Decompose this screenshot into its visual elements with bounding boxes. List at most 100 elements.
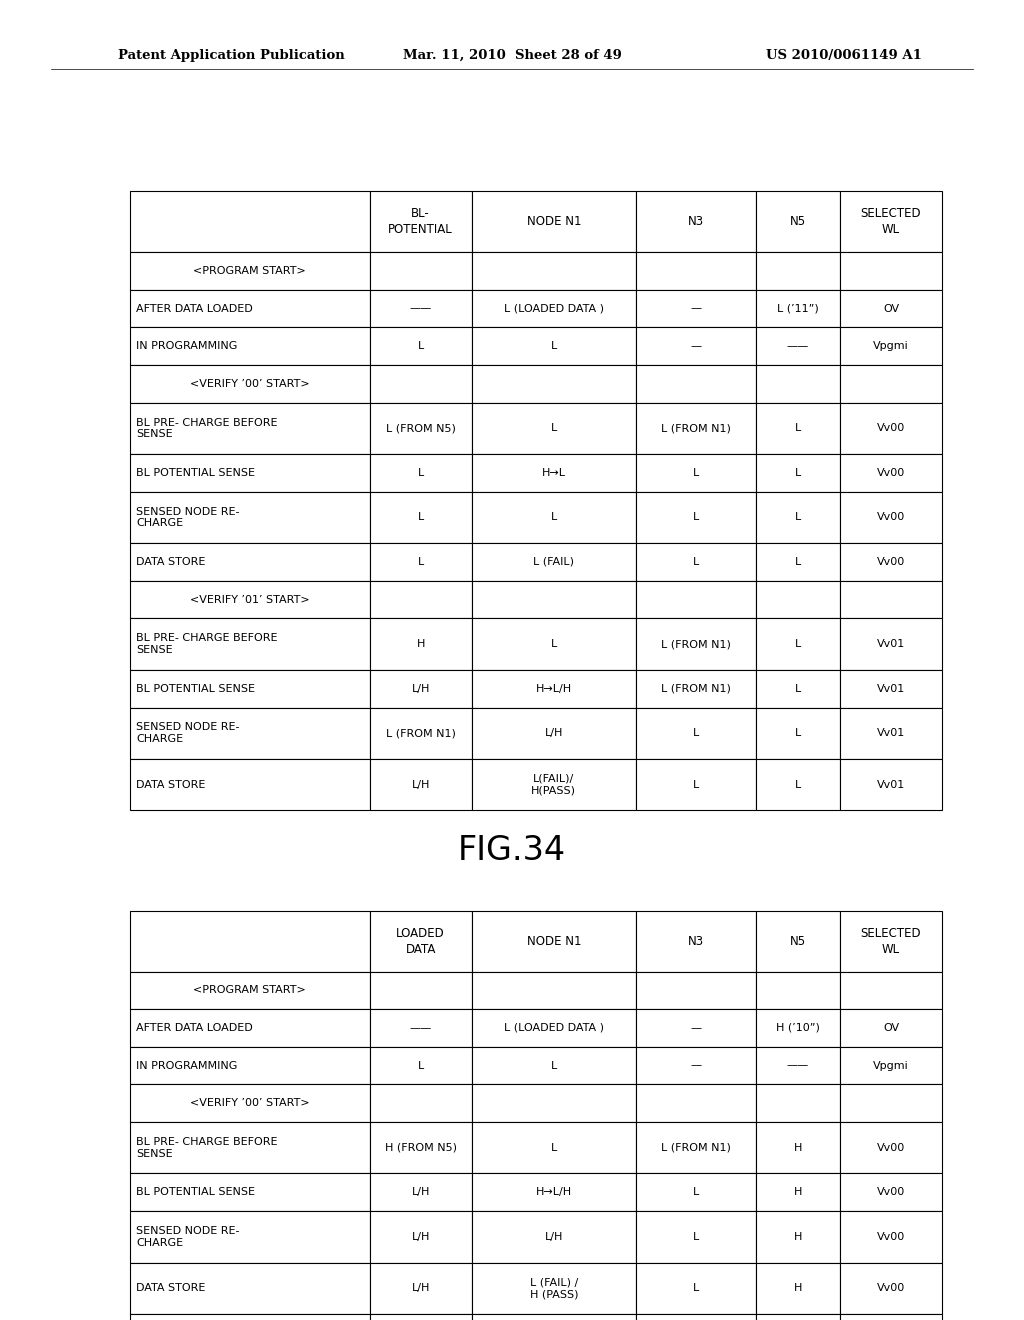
Text: L(FAIL)/
H(PASS): L(FAIL)/ H(PASS) bbox=[531, 774, 577, 796]
Bar bbox=[636, 491, 756, 544]
Bar bbox=[370, 1173, 472, 1210]
Bar bbox=[840, 972, 942, 1008]
Bar bbox=[472, 252, 636, 290]
Text: Vv00: Vv00 bbox=[877, 1232, 905, 1242]
Text: L/H: L/H bbox=[545, 729, 563, 738]
Bar bbox=[756, 364, 840, 403]
Text: Vv00: Vv00 bbox=[877, 1283, 905, 1294]
Text: L: L bbox=[551, 1060, 557, 1071]
Text: DATA STORE: DATA STORE bbox=[136, 1283, 206, 1294]
Bar bbox=[370, 1313, 472, 1320]
Text: L (’11”): L (’11”) bbox=[777, 304, 819, 314]
Text: L (FAIL) /
H (PASS): L (FAIL) / H (PASS) bbox=[529, 1278, 579, 1299]
Text: BL PRE- CHARGE BEFORE
SENSE: BL PRE- CHARGE BEFORE SENSE bbox=[136, 417, 278, 440]
Bar bbox=[636, 1008, 756, 1047]
Bar bbox=[370, 544, 472, 581]
Text: H: H bbox=[417, 639, 425, 649]
Bar bbox=[370, 708, 472, 759]
Text: L: L bbox=[418, 467, 424, 478]
Bar bbox=[756, 708, 840, 759]
Bar bbox=[756, 911, 840, 972]
Text: <VERIFY ’00’ START>: <VERIFY ’00’ START> bbox=[190, 379, 309, 389]
Text: L: L bbox=[551, 1143, 557, 1152]
Bar bbox=[756, 491, 840, 544]
Bar bbox=[636, 364, 756, 403]
Bar bbox=[840, 252, 942, 290]
Text: L: L bbox=[418, 1060, 424, 1071]
Bar bbox=[472, 1047, 636, 1084]
Text: H→L: H→L bbox=[542, 467, 566, 478]
Bar bbox=[370, 403, 472, 454]
Text: L: L bbox=[418, 341, 424, 351]
Bar bbox=[370, 759, 472, 810]
Bar bbox=[130, 364, 370, 403]
Bar bbox=[370, 191, 472, 252]
Text: L: L bbox=[692, 1232, 699, 1242]
Text: L: L bbox=[692, 557, 699, 568]
Text: L: L bbox=[692, 729, 699, 738]
Text: Patent Application Publication: Patent Application Publication bbox=[118, 49, 344, 62]
Bar bbox=[840, 1313, 942, 1320]
Text: OV: OV bbox=[883, 1023, 899, 1034]
Text: L (LOADED DATA ): L (LOADED DATA ) bbox=[504, 1023, 604, 1034]
Text: L: L bbox=[795, 729, 801, 738]
Text: Vv00: Vv00 bbox=[877, 557, 905, 568]
Bar bbox=[840, 1008, 942, 1047]
Text: L: L bbox=[795, 424, 801, 433]
Bar bbox=[840, 191, 942, 252]
Bar bbox=[472, 708, 636, 759]
Bar bbox=[370, 1047, 472, 1084]
Bar bbox=[840, 1047, 942, 1084]
Bar bbox=[472, 911, 636, 972]
Bar bbox=[636, 759, 756, 810]
Bar bbox=[756, 618, 840, 669]
Bar bbox=[756, 1047, 840, 1084]
Bar bbox=[636, 1084, 756, 1122]
Bar bbox=[472, 1313, 636, 1320]
Bar bbox=[840, 403, 942, 454]
Text: AFTER DATA LOADED: AFTER DATA LOADED bbox=[136, 304, 253, 314]
Bar bbox=[370, 290, 472, 327]
Text: Vv00: Vv00 bbox=[877, 512, 905, 523]
Bar bbox=[130, 403, 370, 454]
Text: US 2010/0061149 A1: US 2010/0061149 A1 bbox=[766, 49, 922, 62]
Text: H→L/H: H→L/H bbox=[536, 684, 571, 694]
Text: L/H: L/H bbox=[412, 684, 430, 694]
Bar bbox=[756, 1262, 840, 1313]
Text: H: H bbox=[794, 1143, 802, 1152]
Bar bbox=[370, 491, 472, 544]
Text: L (FROM N1): L (FROM N1) bbox=[660, 639, 731, 649]
Bar bbox=[636, 972, 756, 1008]
Text: Vv00: Vv00 bbox=[877, 1143, 905, 1152]
Bar bbox=[130, 327, 370, 364]
Text: L: L bbox=[692, 512, 699, 523]
Bar bbox=[756, 972, 840, 1008]
Bar bbox=[472, 669, 636, 708]
Text: ——: —— bbox=[786, 1060, 809, 1071]
Text: Vv01: Vv01 bbox=[877, 729, 905, 738]
Bar bbox=[130, 454, 370, 491]
Text: L (FROM N5): L (FROM N5) bbox=[386, 424, 456, 433]
Text: SENSED NODE RE-
CHARGE: SENSED NODE RE- CHARGE bbox=[136, 1226, 240, 1247]
Text: Vv00: Vv00 bbox=[877, 1187, 905, 1197]
Bar bbox=[756, 1122, 840, 1173]
Bar bbox=[840, 290, 942, 327]
Text: L: L bbox=[551, 512, 557, 523]
Bar bbox=[370, 252, 472, 290]
Bar bbox=[756, 669, 840, 708]
Bar bbox=[636, 403, 756, 454]
Bar bbox=[636, 1210, 756, 1262]
Bar bbox=[636, 1047, 756, 1084]
Bar bbox=[370, 1122, 472, 1173]
Text: H (FROM N5): H (FROM N5) bbox=[385, 1143, 457, 1152]
Text: L/H: L/H bbox=[412, 1187, 430, 1197]
Bar bbox=[636, 544, 756, 581]
Text: BL PRE- CHARGE BEFORE
SENSE: BL PRE- CHARGE BEFORE SENSE bbox=[136, 1137, 278, 1159]
Text: N3: N3 bbox=[688, 935, 703, 948]
Text: —: — bbox=[690, 304, 701, 314]
Text: H: H bbox=[794, 1232, 802, 1242]
Text: SENSED NODE RE-
CHARGE: SENSED NODE RE- CHARGE bbox=[136, 507, 240, 528]
Bar bbox=[756, 454, 840, 491]
Text: L (LOADED DATA ): L (LOADED DATA ) bbox=[504, 304, 604, 314]
Bar bbox=[756, 290, 840, 327]
